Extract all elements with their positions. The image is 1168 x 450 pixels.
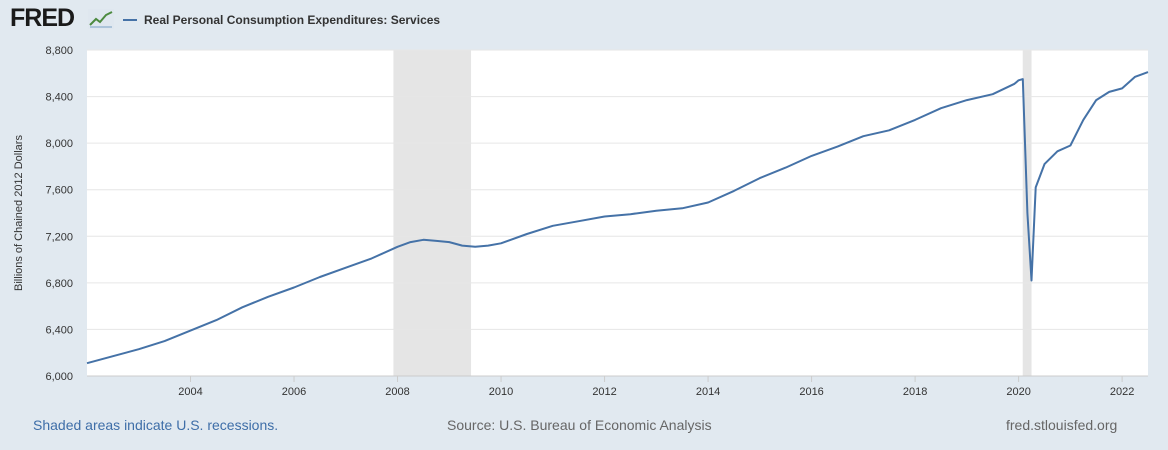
- x-tick-label: 2018: [903, 386, 927, 398]
- y-tick-label: 7,600: [45, 185, 73, 197]
- x-tick-label: 2006: [282, 386, 306, 398]
- y-tick-label: 6,400: [45, 324, 73, 336]
- series-line[interactable]: [86, 71, 1149, 365]
- x-tick-label: 2020: [1006, 386, 1030, 398]
- trend-line-icon: [88, 9, 114, 29]
- x-tick-label: 2022: [1110, 386, 1134, 398]
- x-tick-label: 2012: [592, 386, 616, 398]
- x-tick-label: 2016: [799, 386, 823, 398]
- chart-header: FRED Real Personal Consumption Expenditu…: [0, 0, 1168, 40]
- y-tick-label: 8,000: [45, 138, 73, 150]
- y-axis-label: Billions of Chained 2012 Dollars: [13, 135, 25, 291]
- line-chart[interactable]: 6,000 6,400 6,800 7,200 7,600 8,000 8,400 8,800…: [0, 40, 1168, 400]
- source-text: Source: U.S. Bureau of Economic Analysis: [447, 417, 712, 433]
- plot-background: [87, 50, 1148, 376]
- chart-legend[interactable]: Real Personal Consumption Expenditures: …: [123, 12, 440, 28]
- x-tick-label: 2014: [696, 386, 720, 398]
- y-tick-label: 6,000: [45, 371, 73, 383]
- site-link[interactable]: fred.stlouisfed.org: [1006, 417, 1118, 433]
- y-tick-label: 7,200: [45, 231, 73, 243]
- fred-logo[interactable]: FRED: [10, 4, 75, 32]
- legend-label: Real Personal Consumption Expenditures: …: [144, 13, 441, 27]
- recession-band-0: [393, 50, 472, 376]
- x-tick-label: 2004: [178, 386, 202, 398]
- chart-area[interactable]: 6,000 6,400 6,800 7,200 7,600 8,000 8,400 8,800…: [0, 40, 1168, 400]
- recession-note-link[interactable]: Shaded areas indicate U.S. recessions.: [33, 417, 279, 433]
- y-tick-label: 8,800: [45, 45, 73, 57]
- y-tick-label: 8,400: [45, 92, 73, 104]
- x-tick-label: 2008: [385, 386, 409, 398]
- legend-swatch: [123, 19, 137, 21]
- x-tick-label: 2010: [489, 386, 513, 398]
- y-tick-label: 6,800: [45, 278, 73, 290]
